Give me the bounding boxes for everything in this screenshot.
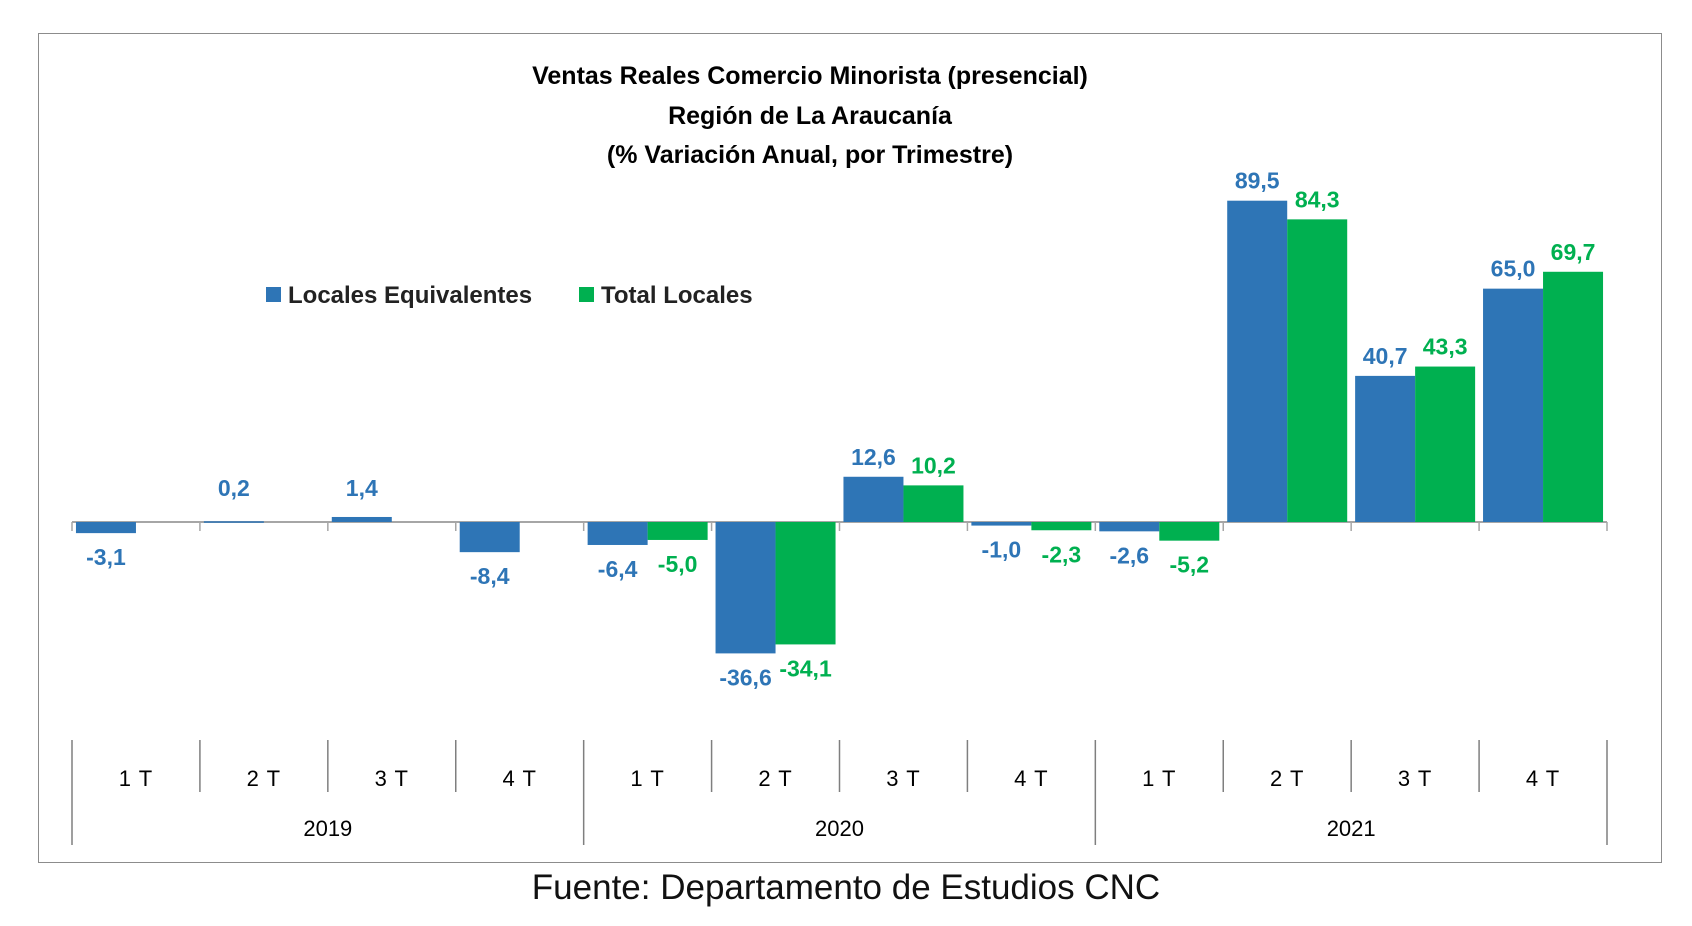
chart-frame bbox=[38, 33, 1662, 863]
x-tick-label: 2 T bbox=[1270, 766, 1304, 791]
data-label: -5,0 bbox=[658, 551, 698, 577]
data-label: -3,1 bbox=[86, 544, 126, 570]
data-label: -34,1 bbox=[779, 655, 832, 681]
bar-locales-equivalentes-5 bbox=[715, 522, 776, 654]
bar-total-locales-8 bbox=[1159, 522, 1220, 541]
bar-locales-equivalentes-8 bbox=[1099, 522, 1160, 532]
data-label: -1,0 bbox=[982, 537, 1022, 563]
chart-title-line-3: (% Variación Anual, por Trimestre) bbox=[607, 141, 1013, 169]
bar-locales-equivalentes-2 bbox=[331, 516, 392, 522]
data-label: -5,2 bbox=[1169, 552, 1209, 578]
chart-title-line-2: Región de La Araucanía bbox=[668, 102, 953, 130]
source-note: Fuente: Departamento de Estudios CNC bbox=[531, 868, 1161, 907]
x-group-label: 2021 bbox=[1327, 816, 1376, 841]
bar-total-locales-10 bbox=[1415, 366, 1476, 522]
data-label: 12,6 bbox=[851, 444, 896, 470]
data-label: -2,3 bbox=[1042, 541, 1082, 567]
x-tick-label: 1 T bbox=[1142, 766, 1176, 791]
data-label: 84,3 bbox=[1295, 186, 1340, 212]
data-label: 0,2 bbox=[218, 475, 250, 501]
data-label: 40,7 bbox=[1363, 343, 1408, 369]
x-tick-label: 2 T bbox=[247, 766, 281, 791]
bar-total-locales-9 bbox=[1287, 219, 1348, 522]
x-tick-label: 3 T bbox=[375, 766, 409, 791]
x-tick-label: 4 T bbox=[1526, 766, 1560, 791]
legend-swatch-locales-equivalentes bbox=[266, 287, 281, 302]
bar-total-locales-11 bbox=[1543, 271, 1604, 522]
x-tick-label: 2 T bbox=[758, 766, 792, 791]
bar-locales-equivalentes-3 bbox=[459, 522, 520, 553]
legend: Locales Equivalentes Total Locales bbox=[266, 282, 753, 309]
bar-locales-equivalentes-0 bbox=[75, 522, 136, 534]
chart-title: Ventas Reales Comercio Minorista (presen… bbox=[532, 62, 1088, 169]
data-label: -6,4 bbox=[598, 556, 638, 582]
bar-locales-equivalentes-6 bbox=[843, 476, 904, 522]
legend-label-total-locales: Total Locales bbox=[601, 282, 753, 309]
legend-swatch-total-locales bbox=[579, 287, 594, 302]
bar-locales-equivalentes-11 bbox=[1483, 288, 1544, 522]
data-label: -36,6 bbox=[719, 664, 771, 690]
bar-locales-equivalentes-4 bbox=[587, 522, 648, 545]
data-label: 65,0 bbox=[1491, 256, 1536, 282]
bar-locales-equivalentes-9 bbox=[1227, 200, 1288, 522]
bar-total-locales-7 bbox=[1031, 522, 1092, 531]
bar-locales-equivalentes-7 bbox=[971, 522, 1032, 526]
x-group-label: 2020 bbox=[815, 816, 864, 841]
data-label: -8,4 bbox=[470, 563, 510, 589]
bar-total-locales-4 bbox=[647, 522, 708, 540]
bar-total-locales-6 bbox=[903, 485, 964, 522]
x-tick-label: 3 T bbox=[1398, 766, 1432, 791]
chart-title-line-1: Ventas Reales Comercio Minorista (presen… bbox=[532, 62, 1088, 90]
x-tick-label: 4 T bbox=[1014, 766, 1048, 791]
data-label: 69,7 bbox=[1551, 239, 1596, 265]
data-label: 43,3 bbox=[1423, 334, 1468, 360]
bar-locales-equivalentes-10 bbox=[1355, 375, 1416, 522]
x-tick-label: 1 T bbox=[630, 766, 664, 791]
x-group-label: 2019 bbox=[303, 816, 352, 841]
data-label: -2,6 bbox=[1109, 542, 1149, 568]
bar-locales-equivalentes-1 bbox=[203, 521, 264, 523]
x-tick-label: 3 T bbox=[886, 766, 920, 791]
legend-label-locales-equivalentes: Locales Equivalentes bbox=[288, 282, 532, 309]
x-tick-label: 1 T bbox=[119, 766, 153, 791]
bar-total-locales-5 bbox=[775, 522, 836, 645]
x-tick-label: 4 T bbox=[503, 766, 537, 791]
data-label: 10,2 bbox=[911, 452, 956, 478]
data-label: 1,4 bbox=[346, 475, 378, 501]
data-label: 89,5 bbox=[1235, 168, 1280, 194]
